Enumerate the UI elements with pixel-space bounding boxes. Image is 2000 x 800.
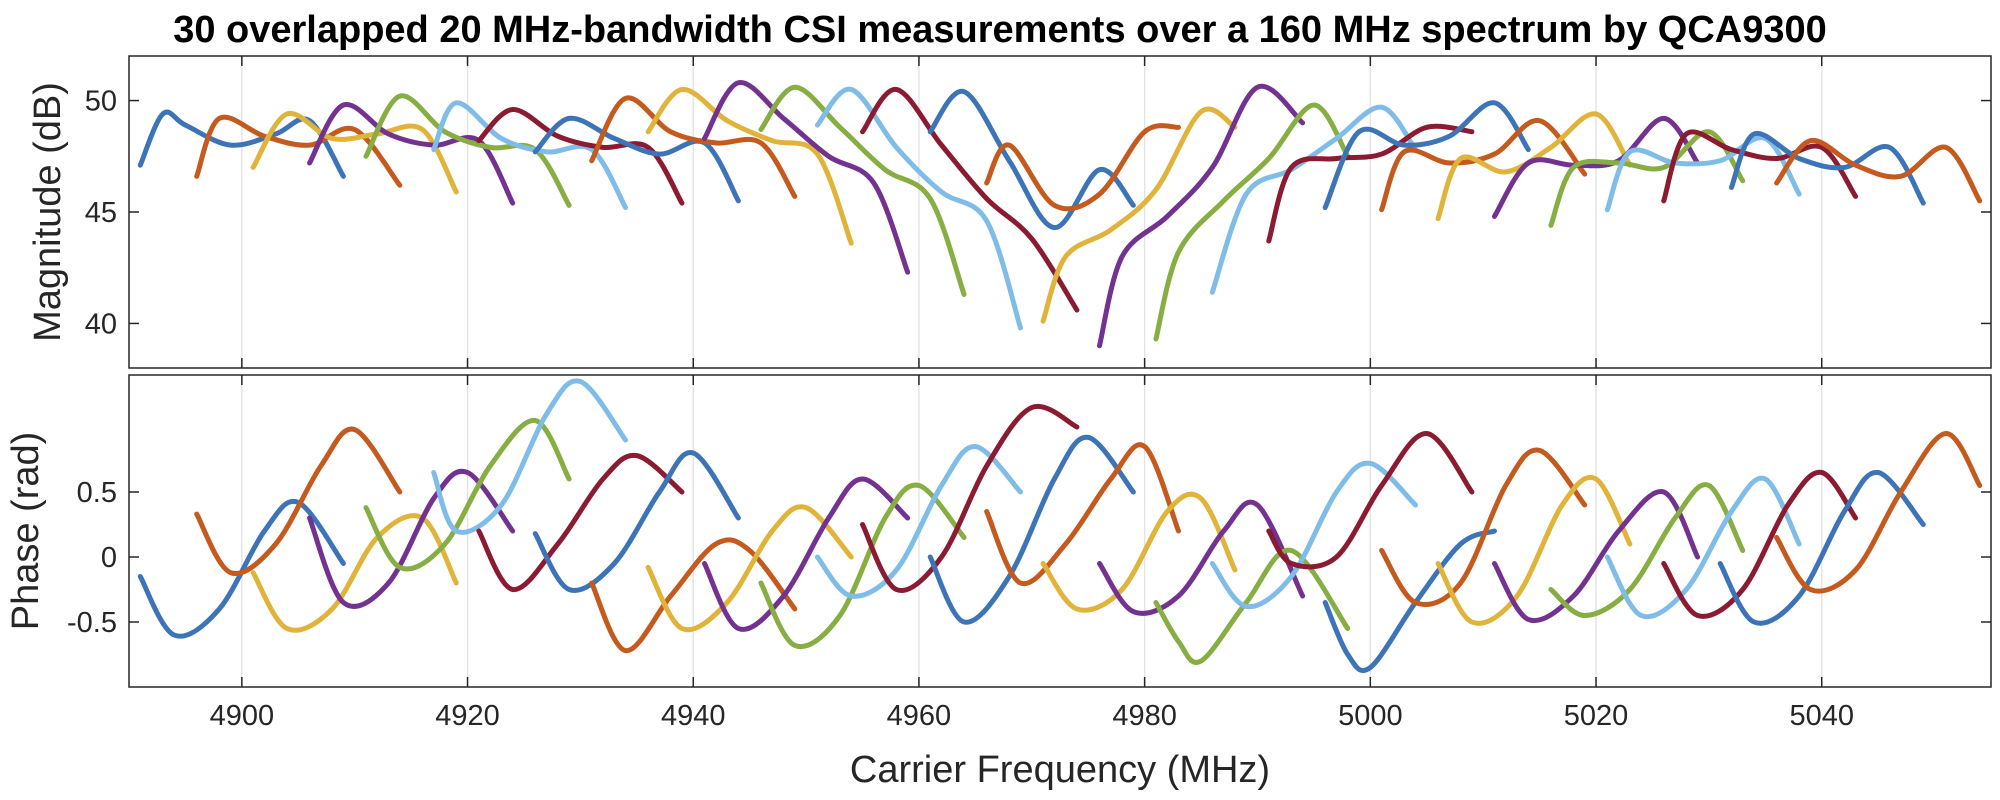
magnitude-series-line-6 (431, 100, 629, 211)
magnitude-series-line-16 (984, 123, 1181, 212)
chart-title: 30 overlapped 20 MHz-bandwidth CSI measu… (173, 9, 1827, 51)
phase-series-line-13 (814, 444, 1023, 599)
x-tick-label: 4940 (661, 700, 726, 732)
phase-series-line-21 (1266, 431, 1475, 570)
phase-series-line-22 (1322, 528, 1497, 674)
phase-y-ticks: -0.5 0 0.5 (67, 477, 1991, 639)
magnitude-series-line-19 (1153, 102, 1351, 342)
phase-series-line-10 (645, 504, 854, 633)
magnitude-series-line-29 (1728, 130, 1926, 206)
x-tick-label: 4900 (210, 700, 275, 732)
magnitude-grid (241, 56, 1823, 368)
phase-y-tick-label: 0 (101, 542, 117, 574)
phase-series-line-6 (431, 378, 629, 535)
magnitude-series-line-14 (860, 86, 1080, 313)
phase-series-line-2 (194, 426, 403, 577)
magnitude-y-ticks: 40 45 50 (85, 86, 1991, 340)
phase-series-line-9 (589, 537, 798, 654)
x-tick-label: 4980 (1112, 700, 1177, 732)
phase-series-line-8 (532, 450, 741, 593)
magnitude-series-line-28 (1661, 129, 1859, 204)
phase-series-line-16 (984, 442, 1181, 587)
magnitude-series-line-22 (1322, 100, 1531, 211)
magnitude-y-axis-label: Magnitude (dB) (27, 82, 69, 342)
phase-series-line-30 (1774, 431, 1983, 594)
phase-panel: -0.5 0 0.5 4900 4920 4940 4960 4980 5000 5020 504… (5, 374, 1992, 791)
magnitude-y-tick-label: 40 (85, 308, 117, 340)
magnitude-series-line-27 (1604, 135, 1802, 213)
magnitude-series-line-11 (702, 80, 911, 275)
phase-series-line-26 (1548, 482, 1746, 618)
magnitude-series-line-12 (758, 84, 967, 297)
phase-series-line-25 (1491, 489, 1701, 624)
phase-series-line-7 (476, 452, 685, 592)
phase-series-line-19 (1153, 547, 1351, 665)
phase-series-line-4 (307, 468, 516, 609)
phase-y-tick-label: -0.5 (67, 607, 117, 639)
phase-series-line-23 (1379, 447, 1588, 607)
phase-series-line-12 (758, 482, 967, 650)
phase-series-line-28 (1661, 469, 1859, 619)
magnitude-y-tick-label: 50 (85, 86, 117, 118)
magnitude-panel: 40 45 50 Magnitude (dB) (27, 55, 1992, 369)
phase-series-line-20 (1209, 460, 1418, 610)
x-tick-label: 5000 (1338, 700, 1403, 732)
phase-y-axis-label: Phase (rad) (5, 432, 47, 631)
magnitude-series-line-10 (645, 86, 854, 246)
phase-series-line-18 (1097, 499, 1306, 616)
phase-series-line-17 (1040, 491, 1238, 613)
x-tick-label: 4960 (887, 700, 952, 732)
magnitude-axes-box (128, 55, 1992, 369)
magnitude-series-line-13 (814, 86, 1023, 331)
magnitude-y-tick-label: 45 (85, 197, 117, 229)
magnitude-series-line-30 (1774, 138, 1983, 204)
magnitude-series-line-26 (1548, 129, 1746, 228)
phase-y-tick-label: 0.5 (77, 477, 117, 509)
magnitude-series (137, 80, 1983, 349)
magnitude-series-line-18 (1097, 83, 1306, 349)
phase-series-line-3 (250, 513, 459, 633)
phase-axes-box (128, 374, 1992, 688)
magnitude-series-line-21 (1266, 123, 1475, 244)
phase-series-line-11 (702, 476, 911, 632)
magnitude-series-line-15 (927, 89, 1136, 231)
phase-series (137, 378, 1983, 674)
magnitude-series-line-3 (250, 110, 459, 195)
x-axis-ticks: 4900 4920 4940 4960 4980 5000 5020 5040 (210, 700, 1854, 732)
magnitude-series-line-9 (589, 95, 798, 199)
phase-grid (241, 375, 1823, 687)
x-axis-label: Carrier Frequency (MHz) (850, 749, 1270, 791)
phase-series-line-24 (1435, 474, 1633, 626)
magnitude-series-line-8 (532, 115, 741, 204)
magnitude-series-line-5 (363, 93, 572, 208)
magnitude-series-line-25 (1491, 115, 1701, 219)
phase-series-line-15 (927, 434, 1136, 625)
magnitude-series-line-17 (1040, 106, 1238, 324)
x-tick-label: 4920 (435, 700, 500, 732)
phase-series-line-5 (363, 417, 572, 572)
x-tick-label: 5020 (1564, 700, 1629, 732)
x-tick-label: 5040 (1789, 700, 1854, 732)
phase-series-line-27 (1604, 475, 1802, 620)
phase-series-line-14 (860, 403, 1080, 593)
phase-series-line-29 (1717, 469, 1926, 626)
